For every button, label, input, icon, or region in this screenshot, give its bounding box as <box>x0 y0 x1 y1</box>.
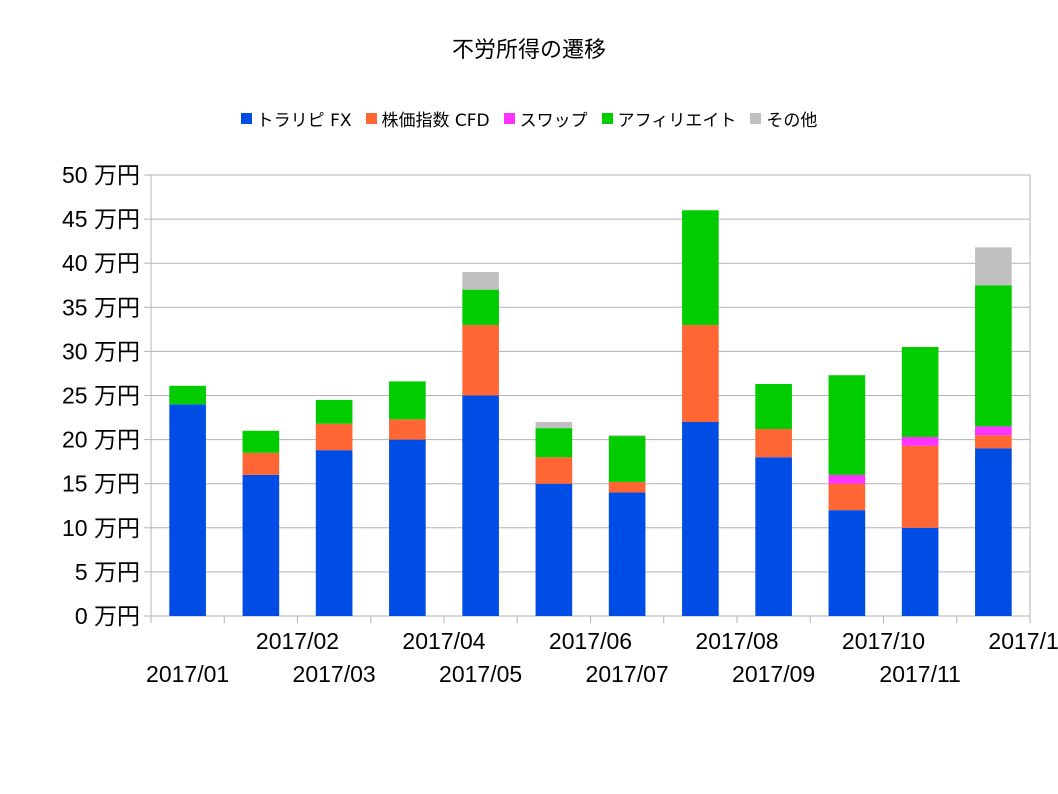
legend-item: トラリピ FX <box>240 106 352 131</box>
legend-swatch <box>503 113 515 124</box>
bar-segment <box>169 385 206 405</box>
bar-segment <box>242 474 280 616</box>
bar-segment <box>975 435 1012 449</box>
bar-segment <box>828 375 866 475</box>
bar-segment <box>242 452 280 475</box>
bar-segment <box>389 419 426 440</box>
bar-segment <box>901 346 939 437</box>
legend-swatch <box>240 113 252 124</box>
legend-item: 株価指数 CFD <box>365 106 490 131</box>
x-tick-label: 2017/01 <box>146 661 229 687</box>
bar-segment <box>975 285 1012 427</box>
bar-segment <box>242 430 280 453</box>
legend-item: スワップ <box>503 106 588 131</box>
y-tick-label: 5 万円 <box>75 559 140 585</box>
x-tick-label: 2017/12 <box>988 628 1058 654</box>
bar-segment <box>828 510 866 616</box>
bar-segment <box>975 426 1012 436</box>
x-tick-label: 2017/08 <box>695 628 778 654</box>
bar-segment <box>315 399 353 424</box>
bar-segment <box>315 450 353 616</box>
y-tick-label: 10 万円 <box>62 515 140 541</box>
x-tick-label: 2017/07 <box>586 661 669 687</box>
y-tick-label: 15 万円 <box>62 471 140 497</box>
y-tick-label: 30 万円 <box>62 338 140 364</box>
bar-segment <box>682 421 719 616</box>
bar-segment <box>535 457 573 484</box>
bar-segment <box>462 395 499 616</box>
legend-item: その他 <box>750 106 817 131</box>
bar-segment <box>975 247 1012 286</box>
bar-segment <box>462 289 499 325</box>
y-tick-label: 50 万円 <box>62 162 140 188</box>
y-tick-label: 45 万円 <box>62 206 140 232</box>
bar-segment <box>828 483 866 511</box>
bar-segment <box>608 481 646 493</box>
bar-segment <box>462 272 499 290</box>
bar-segment <box>755 429 792 458</box>
x-tick-label: 2017/06 <box>549 628 632 654</box>
chart-title: 不労所得の遷移 <box>451 38 606 63</box>
y-tick-label: 35 万円 <box>62 294 140 320</box>
bar-segment <box>608 492 646 616</box>
bar-segment <box>389 381 426 420</box>
legend-swatch <box>365 113 377 124</box>
bar-segment <box>901 436 939 446</box>
bar-segment <box>682 210 719 325</box>
x-tick-label: 2017/11 <box>879 661 960 687</box>
bar-segment <box>755 457 792 616</box>
bar-segment <box>462 324 499 396</box>
bar-segment <box>608 435 646 437</box>
bar-segment <box>682 324 719 422</box>
x-tick-label: 2017/05 <box>439 661 522 687</box>
x-tick-label: 2017/10 <box>842 628 925 654</box>
y-tick-label: 40 万円 <box>62 250 140 276</box>
bar-segment <box>901 445 939 528</box>
x-tick-label: 2017/09 <box>732 661 815 687</box>
x-tick-label: 2017/02 <box>256 628 339 654</box>
legend: トラリピ FX 株価指数 CFD スワップ アフィリエイト その他 <box>0 106 1058 131</box>
bar-segment <box>535 421 573 429</box>
bar-segment <box>608 436 646 482</box>
legend-label: トラリピ FX <box>256 111 352 131</box>
y-tick-label: 0 万円 <box>75 603 140 629</box>
bar-segment <box>755 384 792 430</box>
legend-swatch <box>750 113 762 124</box>
legend-label: 株価指数 CFD <box>381 111 490 131</box>
legend-swatch <box>601 113 613 124</box>
y-tick-label: 25 万円 <box>62 383 140 409</box>
bar-segment <box>315 423 353 451</box>
y-tick-label: 20 万円 <box>62 427 140 453</box>
bar-segment <box>901 527 939 616</box>
x-tick-label: 2017/04 <box>402 628 485 654</box>
bar-segment <box>389 439 426 616</box>
legend-label: スワップ <box>519 111 588 131</box>
bar-segment <box>828 474 866 484</box>
legend-item: アフィリエイト <box>601 106 737 131</box>
bar-segment <box>535 483 573 616</box>
bar-segment <box>975 448 1012 616</box>
bar-segment <box>169 404 206 616</box>
legend-label: アフィリエイト <box>617 111 737 131</box>
legend-label: その他 <box>766 111 818 131</box>
x-tick-label: 2017/03 <box>293 661 376 687</box>
bar-segment <box>535 428 573 458</box>
